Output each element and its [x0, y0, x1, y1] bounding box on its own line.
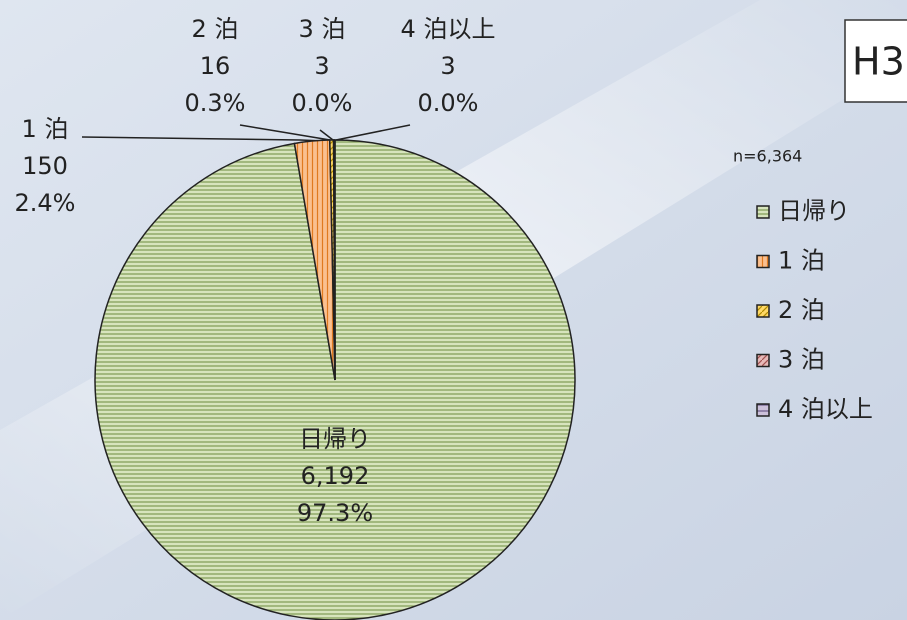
legend-swatch [756, 304, 770, 318]
legend-swatch [756, 254, 770, 269]
value-label: 16 [200, 52, 231, 80]
percent-label: 0.0% [418, 89, 479, 117]
leader-line [319, 129, 334, 141]
subtitle: n=6,364 [733, 147, 802, 166]
percent-label: 0.0% [292, 89, 353, 117]
legend-swatch [756, 205, 770, 219]
value-label: 3 [314, 52, 329, 80]
legend-swatch [756, 353, 770, 368]
leader-line [335, 124, 411, 141]
slice-label: 日帰り [299, 425, 371, 453]
percent-label: 97.3% [297, 499, 373, 527]
value-label: 6,192 [301, 462, 370, 490]
chart-title: H3 [852, 40, 905, 84]
legend-swatch [756, 403, 770, 417]
pie-slice [333, 139, 336, 381]
slice-label: 2 泊 [192, 15, 239, 43]
legend-label: 1 泊 [778, 247, 825, 275]
title-box [844, 19, 907, 103]
leader-line [239, 124, 331, 141]
legend-label: 3 泊 [778, 346, 825, 374]
value-label: 3 [440, 52, 455, 80]
pie [94, 139, 576, 620]
legend-label: 2 泊 [778, 296, 825, 324]
percent-label: 2.4% [15, 189, 76, 217]
slice-label: 1 泊 [22, 115, 69, 143]
percent-label: 0.3% [185, 89, 246, 117]
slice-label: 4 泊以上 [401, 15, 496, 43]
slice-label: 3 泊 [299, 15, 346, 43]
legend-label: 日帰り [778, 197, 850, 225]
legend-label: 4 泊以上 [778, 395, 873, 423]
value-label: 150 [22, 152, 68, 180]
